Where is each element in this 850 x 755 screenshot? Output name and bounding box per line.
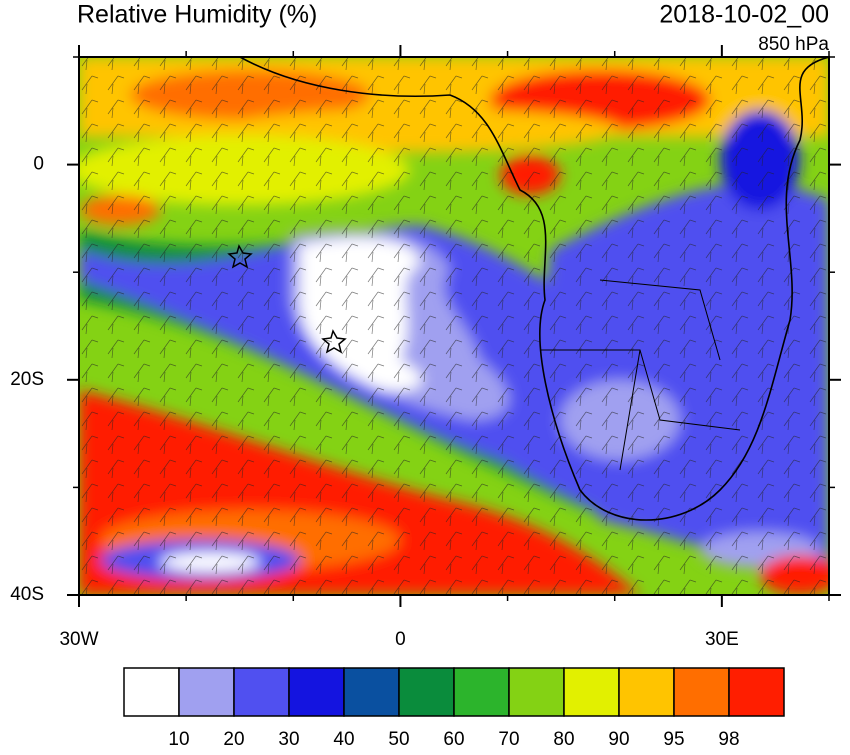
colorbar-label: 50	[388, 729, 409, 750]
colorbar-box	[398, 667, 455, 717]
colorbar-label: 95	[663, 729, 684, 750]
colorbar-box	[343, 667, 400, 717]
level: 850 hPa	[758, 34, 829, 55]
colorbar-box	[233, 667, 290, 717]
colorbar: 10 20 30 40 50 60 70 80 90 95 98	[123, 667, 785, 750]
colorbar-label: 60	[443, 729, 464, 750]
y-tick-label: 0	[33, 154, 44, 175]
x-tick-label: 30E	[705, 629, 739, 650]
axes: 30W 0 30E 0 20S 40S	[10, 45, 841, 650]
plot-frame	[78, 56, 830, 596]
colorbar-label: 90	[608, 729, 629, 750]
colorbar-box	[728, 667, 785, 717]
colorbar-box	[563, 667, 620, 717]
colorbar-label: 98	[718, 729, 739, 750]
colorbar-box	[508, 667, 565, 717]
colorbar-label: 40	[333, 729, 354, 750]
colorbar-label: 80	[553, 729, 574, 750]
colorbar-box	[123, 667, 180, 717]
colorbar-label: 20	[223, 729, 244, 750]
colorbar-box	[618, 667, 675, 717]
colorbar-label: 10	[168, 729, 189, 750]
colorbar-box	[178, 667, 235, 717]
colorbar-box	[288, 667, 345, 717]
y-tick-label: 20S	[10, 369, 44, 390]
date: 2018-10-02_00	[659, 1, 829, 29]
humidity-field	[79, 57, 829, 595]
x-tick-label: 30W	[59, 629, 98, 650]
colorbar-box	[453, 667, 510, 717]
colorbar-label: 30	[278, 729, 299, 750]
colorbar-box	[673, 667, 730, 717]
title: Relative Humidity (%)	[77, 1, 317, 29]
x-tick-label: 0	[395, 629, 406, 650]
y-tick-label: 40S	[10, 584, 44, 605]
colorbar-label: 70	[498, 729, 519, 750]
